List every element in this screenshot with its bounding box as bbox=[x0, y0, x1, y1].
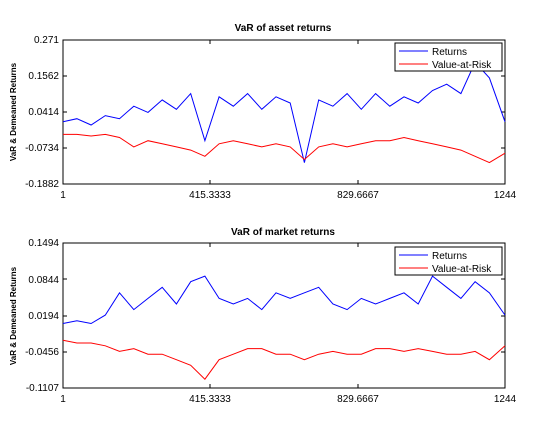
legend-label: Value-at-Risk bbox=[432, 60, 492, 71]
legend-box bbox=[394, 246, 503, 276]
x-tick-label: 1 bbox=[60, 394, 66, 405]
y-tick-label: 0.0414 bbox=[28, 107, 59, 118]
plot-series bbox=[62, 61, 506, 164]
x-tick-label: 829.6667 bbox=[337, 394, 379, 405]
chart-title: VaR of market returns bbox=[231, 227, 335, 238]
y-tick-label: 0.0844 bbox=[28, 275, 59, 286]
asset-returns-chart: VaR of asset returns VaR & Demeaned Retu… bbox=[9, 23, 517, 201]
x-tick-label: 415.3333 bbox=[189, 190, 231, 201]
x-ticks: 1 415.3333 829.6667 1244 bbox=[60, 190, 516, 201]
y-tick-label: 0.271 bbox=[34, 35, 59, 46]
x-tick-label: 1244 bbox=[494, 190, 517, 201]
y-axis-label: VaR & Demeaned Returns bbox=[9, 62, 18, 161]
plot-series bbox=[62, 275, 506, 380]
legend-label: Returns bbox=[432, 251, 467, 262]
x-tick-label: 415.3333 bbox=[189, 394, 231, 405]
x-tick-label: 829.6667 bbox=[337, 190, 379, 201]
tick-marks bbox=[63, 243, 505, 388]
chart-title: VaR of asset returns bbox=[235, 23, 332, 34]
y-tick-label: -0.1107 bbox=[26, 383, 60, 394]
legend: Returns Value-at-Risk bbox=[394, 246, 503, 276]
y-tick-label: 0.0194 bbox=[28, 311, 59, 322]
x-tick-label: 1 bbox=[60, 190, 66, 201]
market-returns-chart: VaR of market returns VaR & Demeaned Ret… bbox=[9, 227, 517, 405]
series-line-value-at-risk bbox=[62, 339, 506, 380]
y-tick-label: -0.0456 bbox=[25, 347, 59, 358]
y-tick-label: 0.1562 bbox=[28, 71, 59, 82]
y-tick-label: 0.1494 bbox=[28, 238, 59, 249]
x-tick-label: 1244 bbox=[494, 394, 517, 405]
legend-label: Value-at-Risk bbox=[432, 264, 492, 275]
y-axis-label: VaR & Demeaned Returns bbox=[9, 266, 18, 365]
y-ticks: 0.1494 0.0844 0.0194 -0.0456 -0.1107 bbox=[25, 238, 59, 394]
y-tick-label: -0.1882 bbox=[25, 179, 59, 190]
x-ticks: 1 415.3333 829.6667 1244 bbox=[60, 394, 516, 405]
y-tick-label: -0.0734 bbox=[25, 143, 59, 154]
legend: Returns Value-at-Risk bbox=[394, 42, 503, 72]
series-line-value-at-risk bbox=[63, 133, 506, 164]
y-ticks: 0.271 0.1562 0.0414 -0.0734 -0.1882 bbox=[25, 35, 59, 190]
legend-box bbox=[394, 42, 503, 72]
series-line-returns bbox=[62, 61, 506, 163]
series-line-returns bbox=[62, 275, 506, 325]
legend-label: Returns bbox=[432, 47, 467, 58]
